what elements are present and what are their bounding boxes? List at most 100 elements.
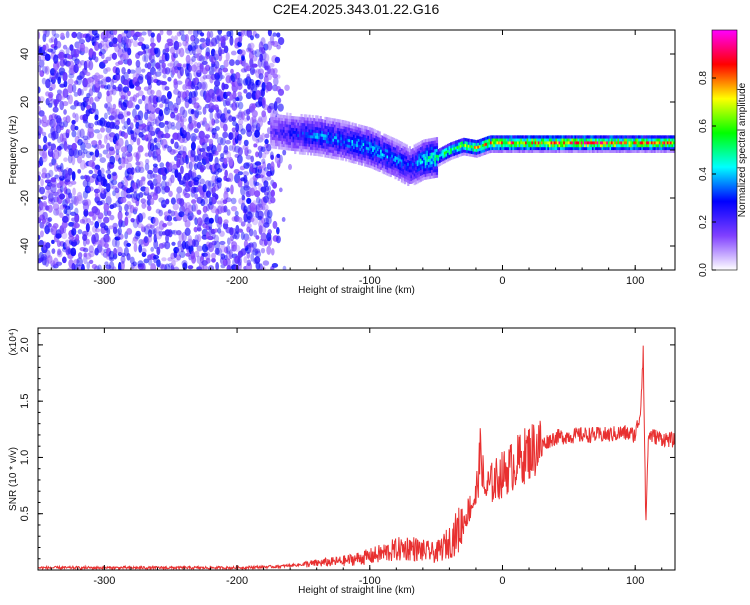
noise-cell [251,110,258,118]
noise-cell [193,90,198,98]
noise-cell [73,48,80,56]
noise-cell [117,233,124,240]
noise-cell [70,247,77,257]
noise-cell [198,130,205,140]
noise-cell [222,131,229,139]
noise-cell [129,129,135,134]
noise-cell [230,205,238,212]
noise-cell [255,235,260,240]
noise-cell [196,81,203,90]
noise-cell [171,259,176,267]
noise-cell [144,162,150,171]
noise-cell [99,157,107,163]
noise-cell [265,81,273,92]
noise-cell [223,205,228,213]
noise-cell [96,133,103,140]
noise-cell [111,238,118,248]
noise-cell [246,115,251,121]
noise-cell [155,62,161,70]
noise-cell [38,55,42,62]
noise-cell [167,229,173,238]
noise-cell [214,79,221,87]
noise-cell [141,31,147,36]
snr-frame [37,327,676,571]
noise-cell [45,78,51,89]
noise-cell [122,86,130,93]
noise-cell [62,71,68,82]
noise-cell [204,180,212,189]
noise-cell [208,217,214,224]
noise-cell [174,141,179,149]
noise-cell [42,150,48,159]
noise-cell [231,241,238,249]
noise-cell [70,105,77,110]
noise-cell [144,186,150,194]
noise-cell [243,88,248,94]
noise-cell [112,222,118,229]
noise-cell [277,88,285,96]
noise-cell [102,149,109,155]
noise-cell [164,132,171,139]
noise-cell [213,53,219,61]
noise-cell [91,102,97,112]
noise-cell [71,84,77,93]
signal-cell [286,112,289,116]
noise-cell [152,254,160,260]
noise-cell [85,230,92,237]
noise-cell [210,48,216,57]
noise-cell [42,200,48,207]
noise-cell [65,213,70,223]
noise-cell [74,213,80,223]
noise-cell [85,71,91,77]
noise-cell [59,125,64,131]
noise-cell [214,194,219,200]
noise-cell [106,210,112,216]
noise-cell [187,30,193,35]
noise-cell [39,230,44,238]
noise-cell [222,67,229,73]
noise-cell [117,41,122,50]
noise-cell [155,182,162,188]
noise-cell [222,123,228,132]
noise-cell [228,156,234,167]
noise-cell [47,48,54,53]
noise-cell [247,149,252,154]
signal-cell [435,139,439,144]
noise-cell [137,90,144,97]
noise-cell [125,30,132,39]
noise-cell [125,151,133,157]
noise-cell [154,71,162,78]
noise-cell [158,122,165,129]
noise-cell [275,97,282,104]
noise-cell [226,264,232,270]
noise-cell [156,174,162,184]
noise-cell [209,30,214,39]
noise-cell [288,163,293,170]
noise-cell [217,216,223,225]
noise-cell [156,259,161,268]
noise-cell [42,114,47,124]
noise-cell [109,155,116,165]
noise-cell [199,178,205,185]
noise-cell [162,223,168,228]
noise-cell [264,133,270,139]
noise-cell [211,118,216,126]
noise-cell [126,242,132,247]
noise-cell [126,227,133,235]
noise-cell [149,112,156,122]
noise-cell [277,37,285,46]
noise-cell [63,109,67,115]
noise-cell [202,106,207,115]
noise-cell [132,72,138,81]
noise-cell [94,220,100,229]
noise-cell [48,38,54,44]
noise-cell [120,146,128,153]
noise-cell [62,100,69,107]
noise-cell [191,64,197,72]
noise-cell [263,180,269,188]
noise-cell [155,226,160,234]
noise-cell [211,257,216,263]
noise-cell [205,257,211,264]
noise-cell [154,47,161,58]
